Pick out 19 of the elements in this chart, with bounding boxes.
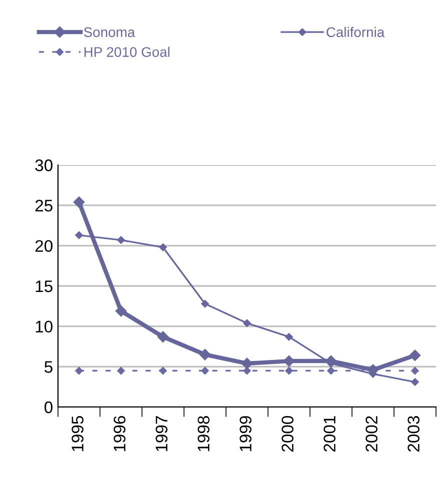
x-tick-label: 2002 bbox=[366, 416, 378, 452]
y-tick-label: 0 bbox=[44, 401, 52, 414]
x-tick-label: 1996 bbox=[114, 416, 126, 452]
x-tick-label: 1999 bbox=[240, 416, 252, 452]
y-tick-label: 5 bbox=[44, 361, 52, 373]
y-tick-label: 15 bbox=[36, 280, 52, 292]
x-tick-label: 1995 bbox=[72, 416, 84, 452]
y-tick-label: 20 bbox=[35, 240, 52, 252]
legend-label: California bbox=[326, 26, 385, 38]
legend-label: HP 2010 Goal bbox=[84, 46, 170, 57]
y-tick-label: 10 bbox=[36, 320, 52, 333]
x-tick-label: 2003 bbox=[408, 416, 420, 452]
y-tick-label: 25 bbox=[35, 200, 52, 212]
x-tick-label: 1998 bbox=[198, 416, 210, 452]
x-tick-label: 1997 bbox=[156, 416, 168, 452]
y-tick-label: 30 bbox=[35, 159, 52, 172]
x-tick-label: 2001 bbox=[324, 416, 336, 452]
x-tick-label: 2000 bbox=[282, 416, 294, 452]
legend-label: Sonoma bbox=[84, 27, 136, 38]
